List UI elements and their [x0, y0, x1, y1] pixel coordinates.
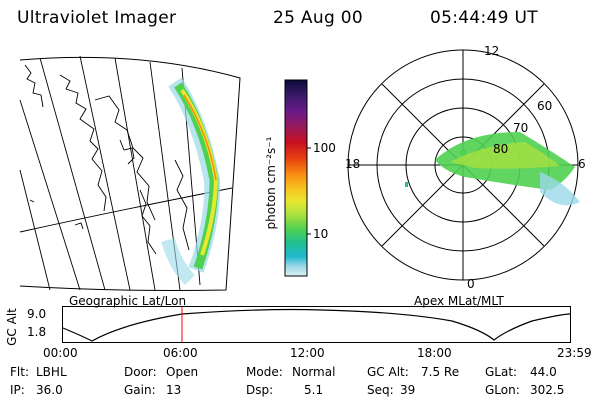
- geo-caption: Geographic Lat/Lon: [69, 294, 187, 308]
- map-frame: [19, 56, 241, 291]
- polar-plot: [347, 49, 580, 281]
- polar-aurora-spot-2: [405, 182, 408, 187]
- xtick-1200: 12:00: [290, 346, 325, 360]
- polar-aurora-spot: [460, 150, 466, 155]
- info-gcalt-key: GC Alt:: [367, 365, 409, 379]
- xtick-2359: 23:59: [557, 346, 592, 360]
- latitude-line: [19, 187, 233, 233]
- info-mode-value: Normal: [292, 365, 336, 379]
- info-gain-value: 13: [166, 383, 182, 397]
- colorbar: [284, 79, 311, 277]
- info-seq-key: Seq:: [367, 383, 394, 397]
- mlat-label-60: 60: [537, 99, 553, 113]
- mlt-label-0: 0: [467, 277, 475, 291]
- geographic-map: [19, 55, 241, 291]
- time-label: 05:44:49 UT: [430, 8, 538, 28]
- coastlines: [24, 64, 190, 255]
- info-glon-key: GLon:: [485, 383, 520, 397]
- xtick-0600: 06:00: [163, 346, 198, 360]
- info-seq-value: 39: [400, 383, 416, 397]
- colorbar-gradient: [284, 79, 308, 277]
- altitude-ytick-high: 9.0: [27, 307, 47, 321]
- date-label: 25 Aug 00: [273, 8, 363, 28]
- colorbar-tick-label-100: 100: [313, 141, 336, 155]
- info-glon-value: 302.5: [530, 383, 565, 397]
- info-dsp-value: 5.1: [304, 383, 324, 397]
- aurora-south-halo: [161, 237, 196, 285]
- polar-aurora-fringe: [540, 172, 580, 206]
- altitude-curve: [62, 308, 571, 342]
- info-flt-key: Flt:: [10, 365, 29, 379]
- altitude-plot: [62, 306, 571, 343]
- colorbar-tick-label-10: 10: [313, 227, 329, 241]
- info-door-key: Door:: [124, 365, 157, 379]
- altitude-frame: [62, 306, 571, 343]
- mlat-label-70: 70: [513, 121, 529, 135]
- info-gcalt-value: 7.5 Re: [421, 365, 460, 379]
- info-glat-key: GLat:: [485, 365, 518, 379]
- mlt-label-18: 18: [345, 157, 361, 171]
- altitude-ylabel: GC Alt: [5, 308, 19, 346]
- mlat-label-80: 80: [493, 142, 509, 156]
- xtick-0000: 00:00: [43, 346, 78, 360]
- info-dsp-key: Dsp:: [246, 383, 274, 397]
- instrument-title: Ultraviolet Imager: [17, 8, 177, 28]
- mlt-label-6: 6: [578, 157, 586, 171]
- xtick-1800: 18:00: [417, 346, 452, 360]
- info-gain-key: Gain:: [124, 383, 156, 397]
- info-door-value: Open: [166, 365, 199, 379]
- info-ip-key: IP:: [10, 383, 25, 397]
- info-glat-value: 44.0: [530, 365, 557, 379]
- info-mode-key: Mode:: [246, 365, 283, 379]
- info-ip-value: 36.0: [36, 383, 63, 397]
- info-flt-value: LBHL: [36, 365, 67, 379]
- aurora-peak: [183, 94, 217, 181]
- polar-aurora-bright: [450, 142, 560, 169]
- altitude-ytick-low: 1.8: [27, 325, 47, 339]
- polar-caption: Apex MLat/MLT: [414, 294, 504, 308]
- mlt-label-12: 12: [484, 44, 500, 58]
- colorbar-unit-label: photon cm⁻²s⁻¹: [264, 136, 278, 230]
